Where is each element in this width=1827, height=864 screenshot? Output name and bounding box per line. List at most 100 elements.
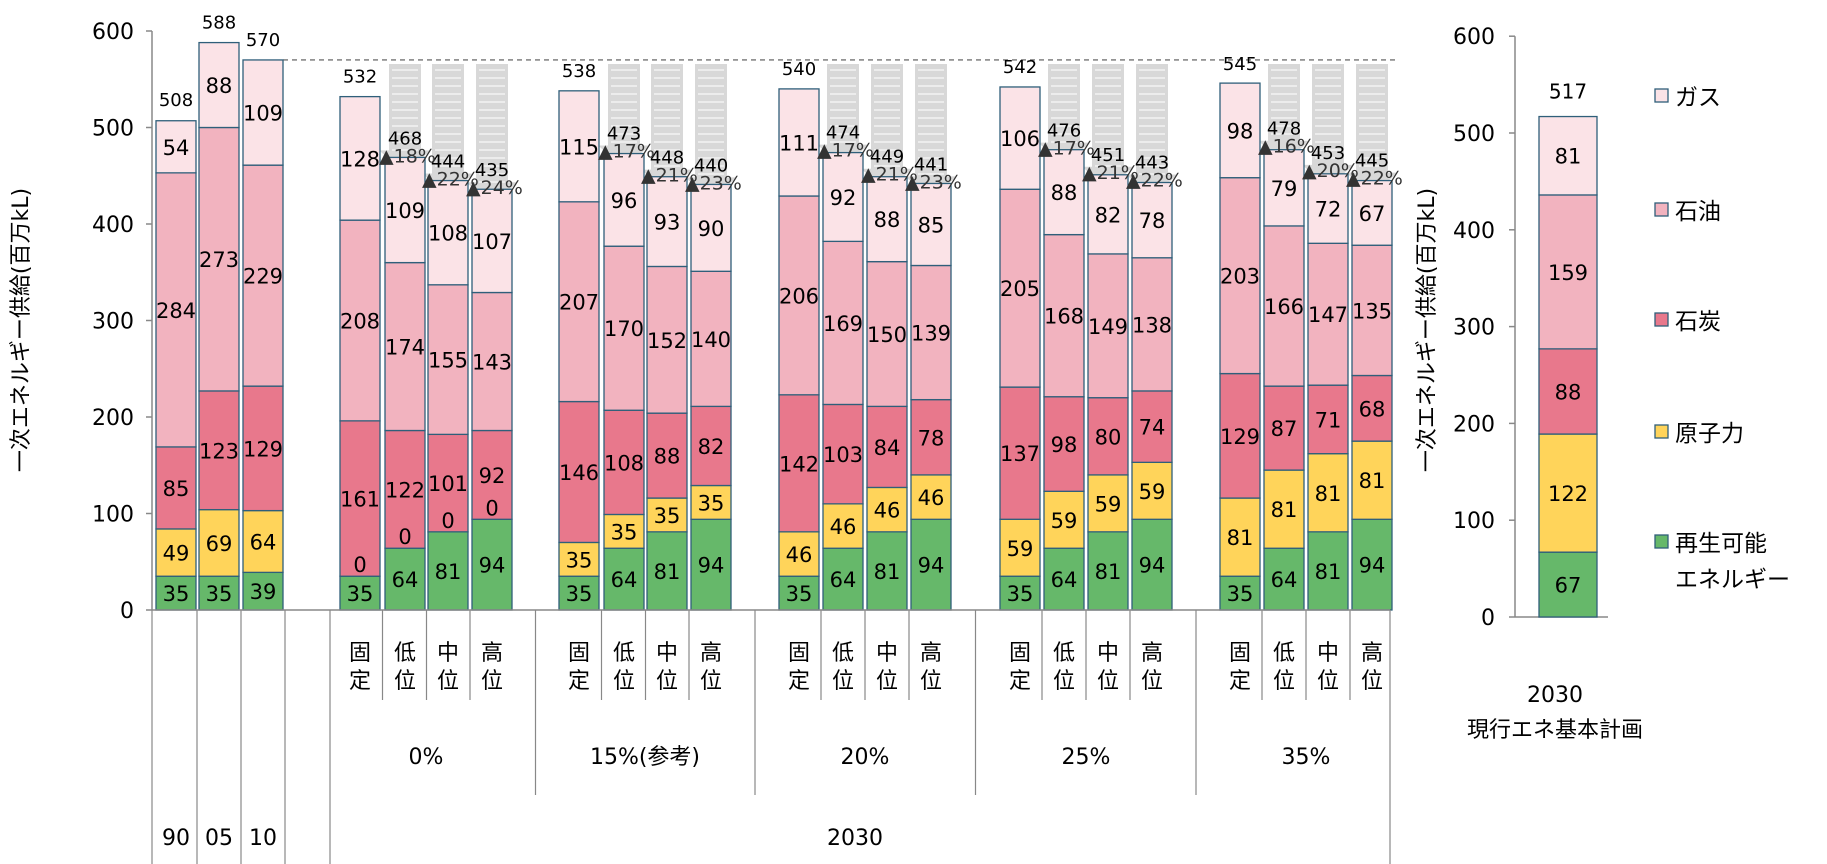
bar-segment — [1351, 440, 1393, 520]
x-level1-label: 低 — [613, 641, 635, 666]
segment-value-label: 128 — [340, 147, 380, 171]
reference-segment-label: 159 — [1548, 261, 1588, 285]
bar-segment — [822, 151, 864, 243]
x-level1-label: 固 — [1229, 641, 1251, 666]
bar-segment — [999, 518, 1041, 577]
segment-value-label: 108 — [428, 222, 468, 246]
bar-segment — [1043, 149, 1085, 236]
segment-value-label: 85 — [163, 477, 190, 501]
bar-segment — [1131, 181, 1173, 259]
segment-value-label: 64 — [1271, 568, 1298, 592]
bar-segment — [155, 172, 197, 448]
segment-value-label: 81 — [1095, 560, 1122, 584]
right-tick-label: 200 — [1453, 412, 1495, 437]
segment-value-label: 72 — [1315, 198, 1342, 222]
reduction-label: ▲18% — [379, 145, 436, 167]
segment-value-label: 74 — [1139, 416, 1166, 440]
x-level3-label: 2030 — [827, 826, 883, 851]
segment-value-label: 64 — [392, 568, 419, 592]
x-level1-label: 中 — [1097, 641, 1119, 666]
reduction-label: ▲23% — [905, 171, 962, 193]
total-label: 468 — [388, 128, 422, 149]
legend-swatch — [1654, 424, 1669, 439]
segment-value-label: 229 — [243, 265, 283, 289]
segment-value-label: 93 — [654, 211, 681, 235]
legend-swatch — [1654, 534, 1669, 549]
x-level1-label: 高 — [1361, 641, 1383, 666]
segment-value-label: 284 — [156, 299, 196, 323]
bar-segment — [1131, 257, 1173, 392]
segment-value-label: 169 — [823, 312, 863, 336]
segment-value-label: 205 — [1000, 277, 1040, 301]
x-level1-label: 位 — [1053, 669, 1075, 694]
right-tick-label: 600 — [1453, 25, 1495, 50]
x-level1-label: 高 — [481, 641, 503, 666]
bar-segment — [339, 95, 381, 221]
x-level2-label: 20% — [841, 745, 890, 770]
segment-value-label: 35 — [1227, 582, 1254, 606]
reduction-label: ▲23% — [685, 172, 742, 194]
bar-segment — [198, 575, 240, 611]
bar-segment — [1219, 82, 1261, 179]
total-label: 588 — [202, 13, 236, 34]
bar-segment — [384, 261, 426, 432]
bar-segment — [1263, 385, 1305, 471]
x-level1-label: 高 — [1141, 641, 1163, 666]
total-label: 440 — [694, 155, 728, 176]
segment-value-label: 81 — [1315, 482, 1342, 506]
segment-value-label: 206 — [779, 284, 819, 308]
bar-segment — [384, 156, 426, 264]
x-level1-label: 低 — [1053, 641, 1075, 666]
total-label: 538 — [562, 61, 596, 82]
bar-segment — [1219, 575, 1261, 611]
bar-segment — [690, 518, 732, 611]
segment-value-label: 0 — [441, 509, 454, 533]
bar-segment — [384, 547, 426, 611]
right-y-axis: 0 100 200 300 400 500 600 — [1453, 25, 1608, 631]
x-level1-label: 中 — [656, 641, 678, 666]
total-label: 473 — [607, 124, 641, 145]
x-level1-label: 定 — [349, 669, 371, 694]
segment-value-label: 273 — [199, 248, 239, 272]
segment-value-label: 54 — [163, 136, 190, 160]
segment-value-label: 68 — [1359, 397, 1386, 421]
reduction-label: ▲24% — [466, 177, 523, 199]
x-level1-label: 位 — [656, 669, 678, 694]
x-level1-label: 位 — [394, 669, 416, 694]
reduction-arrow — [1346, 63, 1398, 195]
total-label: 444 — [431, 152, 465, 173]
bar-segment — [1219, 372, 1261, 499]
segment-value-label: 64 — [830, 568, 857, 592]
segment-value-label: 123 — [199, 439, 239, 463]
x-level1-label: 定 — [788, 669, 810, 694]
segment-value-label: 35 — [1007, 582, 1034, 606]
bar-segment — [866, 486, 908, 533]
x-level1-label: 低 — [394, 641, 416, 666]
bar-segment — [155, 575, 197, 611]
segment-value-label: 109 — [243, 102, 283, 126]
left-y-axis: 0 100 200 300 400 500 600 — [92, 20, 153, 624]
segment-value-label: 81 — [1359, 469, 1386, 493]
segment-value-label: 59 — [1095, 492, 1122, 516]
segment-value-label: 80 — [1095, 425, 1122, 449]
segment-value-label: 46 — [830, 515, 857, 539]
segment-value-label: 203 — [1220, 265, 1260, 289]
segment-value-label: 98 — [1227, 119, 1254, 143]
segment-value-label: 81 — [1315, 560, 1342, 584]
reference-caption-year: 2030 — [1527, 683, 1583, 708]
bar-segment — [471, 518, 513, 611]
bar-segment — [603, 245, 645, 411]
bar-segment — [1043, 396, 1085, 492]
total-label: 542 — [1003, 57, 1037, 78]
reference-bar-segment — [1538, 348, 1598, 435]
bar-segment — [1131, 390, 1173, 464]
segment-value-labels: 3549852845435691232738839641292291093501… — [156, 74, 1392, 606]
bar-segment — [242, 164, 284, 387]
bar-segment — [558, 575, 600, 611]
segment-value-label: 82 — [1095, 203, 1122, 227]
segment-value-label: 81 — [435, 560, 462, 584]
segment-value-label: 90 — [698, 217, 725, 241]
right-tick-label: 300 — [1453, 316, 1495, 341]
x-level1-label: 低 — [1273, 641, 1295, 666]
